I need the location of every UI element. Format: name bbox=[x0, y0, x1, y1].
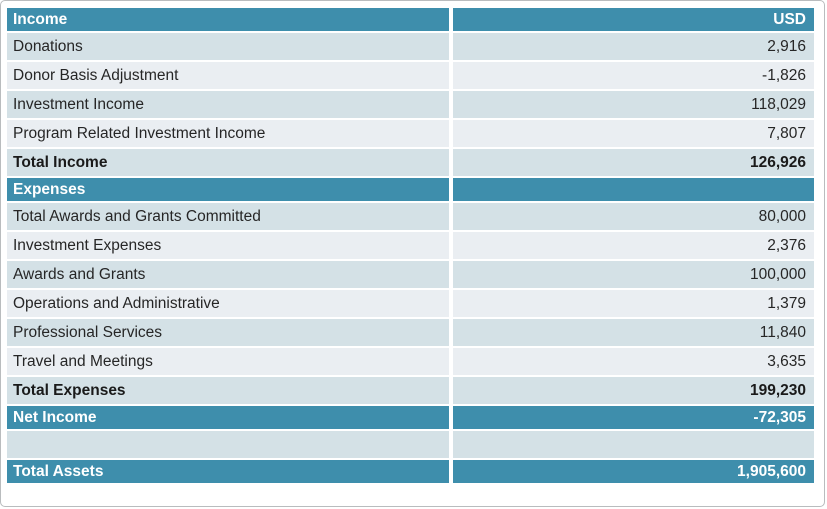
row-value: -1,826 bbox=[452, 62, 814, 89]
row-value: -72,305 bbox=[452, 406, 814, 429]
row-label: Total Income bbox=[7, 149, 449, 176]
currency-column-header: USD bbox=[452, 8, 814, 31]
row-label: Donations bbox=[7, 33, 449, 60]
section-title: Total Assets bbox=[7, 460, 449, 483]
row-value: 100,000 bbox=[452, 261, 814, 288]
row-label: Operations and Administrative bbox=[7, 290, 449, 317]
row-value: 1,905,600 bbox=[452, 460, 814, 483]
table-row-total-awards-grants-committed: Total Awards and Grants Committed 80,000 bbox=[7, 203, 814, 230]
table-row-investment-income: Investment Income 118,029 bbox=[7, 91, 814, 118]
row-value: 118,029 bbox=[452, 91, 814, 118]
table-row-investment-expenses: Investment Expenses 2,376 bbox=[7, 232, 814, 259]
income-expense-table: Income USD Donations 2,916 Donor Basis A… bbox=[3, 6, 818, 485]
row-label: Total Expenses bbox=[7, 377, 449, 404]
table-row-travel-and-meetings: Travel and Meetings 3,635 bbox=[7, 348, 814, 375]
row-label: Donor Basis Adjustment bbox=[7, 62, 449, 89]
section-title: Expenses bbox=[7, 178, 449, 201]
row-value: 7,807 bbox=[452, 120, 814, 147]
table-row-donor-basis-adjustment: Donor Basis Adjustment -1,826 bbox=[7, 62, 814, 89]
section-header-net-income: Net Income -72,305 bbox=[7, 406, 814, 429]
table-row-operations-and-administrative: Operations and Administrative 1,379 bbox=[7, 290, 814, 317]
row-label: Travel and Meetings bbox=[7, 348, 449, 375]
table-row-total-income: Total Income 126,926 bbox=[7, 149, 814, 176]
table-row-awards-and-grants: Awards and Grants 100,000 bbox=[7, 261, 814, 288]
row-value: 80,000 bbox=[452, 203, 814, 230]
row-value bbox=[452, 431, 814, 458]
row-value: 2,376 bbox=[452, 232, 814, 259]
table-row-spacer bbox=[7, 431, 814, 458]
table-row-total-expenses: Total Expenses 199,230 bbox=[7, 377, 814, 404]
section-header-income: Income USD bbox=[7, 8, 814, 31]
row-value: 2,916 bbox=[452, 33, 814, 60]
section-header-total-assets: Total Assets 1,905,600 bbox=[7, 460, 814, 483]
row-label: Awards and Grants bbox=[7, 261, 449, 288]
table-row-professional-services: Professional Services 11,840 bbox=[7, 319, 814, 346]
row-label bbox=[7, 431, 449, 458]
row-label: Professional Services bbox=[7, 319, 449, 346]
row-value: 11,840 bbox=[452, 319, 814, 346]
row-value: 1,379 bbox=[452, 290, 814, 317]
row-value: 3,635 bbox=[452, 348, 814, 375]
row-label: Investment Expenses bbox=[7, 232, 449, 259]
table-row-program-related-investment-income: Program Related Investment Income 7,807 bbox=[7, 120, 814, 147]
row-value: 199,230 bbox=[452, 377, 814, 404]
row-label: Program Related Investment Income bbox=[7, 120, 449, 147]
row-label: Investment Income bbox=[7, 91, 449, 118]
row-label: Total Awards and Grants Committed bbox=[7, 203, 449, 230]
section-header-expenses: Expenses bbox=[7, 178, 814, 201]
section-title: Net Income bbox=[7, 406, 449, 429]
section-title: Income bbox=[7, 8, 449, 31]
row-value: 126,926 bbox=[452, 149, 814, 176]
row-value bbox=[452, 178, 814, 201]
table-row-donations: Donations 2,916 bbox=[7, 33, 814, 60]
